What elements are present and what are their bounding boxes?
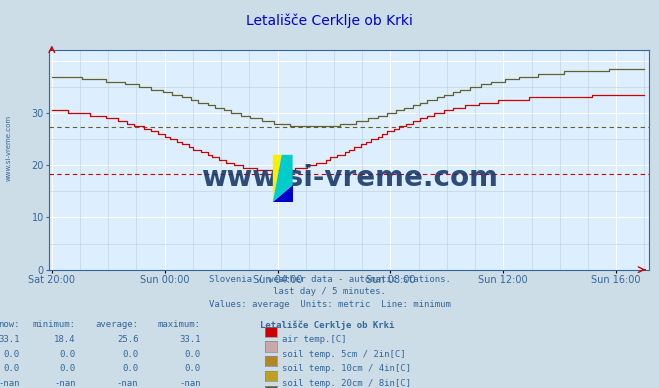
- Text: soil temp. 20cm / 8in[C]: soil temp. 20cm / 8in[C]: [282, 379, 411, 388]
- Text: 33.1: 33.1: [179, 335, 201, 344]
- Text: 0.0: 0.0: [60, 350, 76, 359]
- Text: -nan: -nan: [117, 379, 138, 388]
- Text: -nan: -nan: [0, 379, 20, 388]
- Polygon shape: [273, 185, 293, 202]
- Text: average:: average:: [96, 320, 138, 329]
- Text: -nan: -nan: [54, 379, 76, 388]
- Text: -nan: -nan: [179, 379, 201, 388]
- Text: 18.4: 18.4: [54, 335, 76, 344]
- Text: minimum:: minimum:: [33, 320, 76, 329]
- Text: Slovenia / weather data - automatic stations.: Slovenia / weather data - automatic stat…: [208, 275, 451, 284]
- Text: 0.0: 0.0: [123, 364, 138, 373]
- Text: www.si-vreme.com: www.si-vreme.com: [201, 164, 498, 192]
- Text: Letališče Cerklje ob Krki: Letališče Cerklje ob Krki: [246, 14, 413, 28]
- Text: maximum:: maximum:: [158, 320, 201, 329]
- Text: soil temp. 5cm / 2in[C]: soil temp. 5cm / 2in[C]: [282, 350, 406, 359]
- Text: last day / 5 minutes.: last day / 5 minutes.: [273, 287, 386, 296]
- Text: 0.0: 0.0: [60, 364, 76, 373]
- Text: Letališče Cerklje ob Krki: Letališče Cerklje ob Krki: [260, 320, 395, 329]
- Text: 0.0: 0.0: [185, 350, 201, 359]
- Text: www.si-vreme.com: www.si-vreme.com: [5, 114, 11, 180]
- Polygon shape: [273, 155, 282, 202]
- Text: 0.0: 0.0: [123, 350, 138, 359]
- Text: now:: now:: [0, 320, 20, 329]
- Text: 0.0: 0.0: [185, 364, 201, 373]
- Text: 33.1: 33.1: [0, 335, 20, 344]
- Polygon shape: [273, 155, 293, 202]
- Text: 25.6: 25.6: [117, 335, 138, 344]
- Text: air temp.[C]: air temp.[C]: [282, 335, 347, 344]
- Text: Values: average  Units: metric  Line: minimum: Values: average Units: metric Line: mini…: [208, 300, 451, 308]
- Text: 0.0: 0.0: [4, 350, 20, 359]
- Text: soil temp. 10cm / 4in[C]: soil temp. 10cm / 4in[C]: [282, 364, 411, 373]
- Text: 0.0: 0.0: [4, 364, 20, 373]
